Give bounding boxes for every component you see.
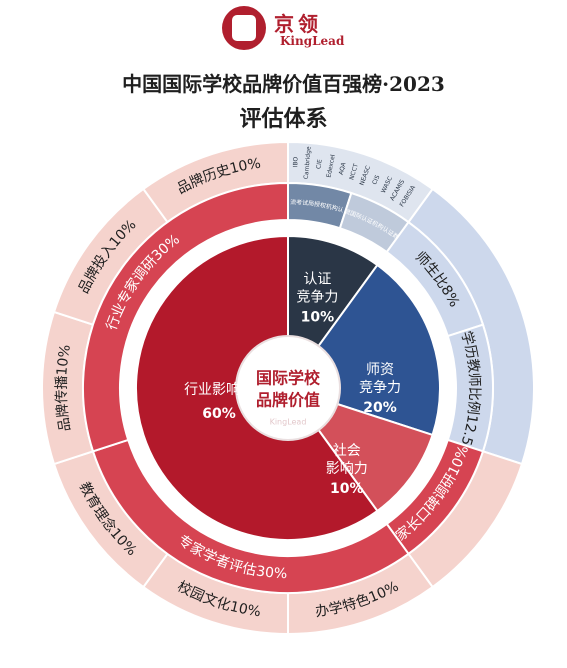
inner-label-3-line1: 社会 xyxy=(333,443,361,459)
inner-label-2-pct: 20% xyxy=(363,400,397,416)
board-label-2: Cambridge xyxy=(303,146,313,180)
inner-label-2-line1: 师资 xyxy=(366,362,394,378)
center-line-2: 品牌价值 xyxy=(256,391,320,410)
logo-english-name: KingLead xyxy=(280,34,345,48)
board-label-5: AQA xyxy=(338,161,348,176)
center-hub xyxy=(235,335,341,441)
inner-label-3-line2: 影响力 xyxy=(326,461,368,477)
board-label-4: Edexcel xyxy=(325,154,336,179)
inner-label-2-line2: 竞争力 xyxy=(359,379,401,396)
center-watermark: KingLead xyxy=(270,418,307,427)
outer-label-4: 品牌传播10% xyxy=(53,343,74,432)
inner-label-1-line1: 认证 xyxy=(303,272,331,288)
header: 京领 KingLead 中国国际学校品牌价值百强榜·2023 评估体系 xyxy=(0,0,567,150)
board-label-8: CIS xyxy=(371,174,381,186)
inner-label-1-line2: 竞争力 xyxy=(296,289,338,306)
inner-label-4-pct: 60% xyxy=(202,406,236,422)
shield-logo-icon xyxy=(222,6,266,50)
inner-label-3-pct: 10% xyxy=(330,481,364,497)
logo-chinese-name: 京领 xyxy=(274,12,322,36)
chart-subtitle: 评估体系 xyxy=(239,106,328,132)
board-label-1: IBO xyxy=(292,156,299,167)
inner-label-1-pct: 10% xyxy=(301,310,335,326)
kinglead-logo: 京领 KingLead xyxy=(222,6,362,52)
board-label-6: NCCT xyxy=(348,163,360,181)
chart-title: 中国国际学校品牌价值百强榜·2023 xyxy=(122,72,445,96)
inner-label-4-line1: 行业影响力 xyxy=(184,382,254,398)
board-label-3: CIE xyxy=(315,159,323,170)
center-line-1: 国际学校 xyxy=(256,369,321,388)
